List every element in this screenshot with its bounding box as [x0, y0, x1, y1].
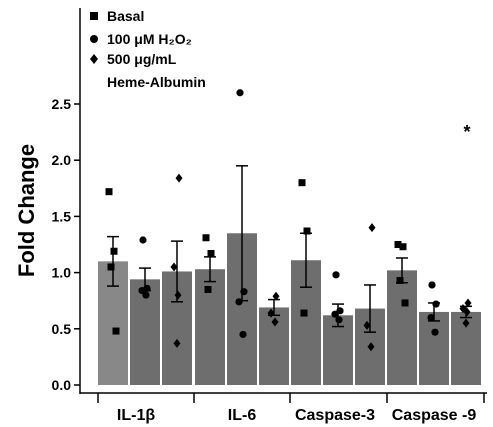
data-point-square	[112, 327, 120, 335]
legend: Basal 100 μM H₂O₂ 500 μg/mL Heme-Albumin	[90, 8, 206, 90]
legend-square-marker	[90, 12, 98, 20]
data-point-diamond	[272, 291, 280, 301]
data-point-circle	[431, 328, 439, 336]
data-point-square	[110, 247, 118, 255]
error-bars	[107, 165, 472, 333]
y-tick-label: 0.5	[52, 321, 72, 337]
data-point-circle	[428, 281, 436, 289]
data-point-square	[394, 241, 402, 248]
data-point-circle	[335, 316, 343, 324]
data-point-circle	[142, 291, 150, 299]
y-axis-label: Fold Change	[14, 144, 39, 277]
data-point-diamond	[170, 262, 178, 272]
legend-label: 500 μg/mL	[107, 51, 177, 67]
data-point-diamond	[368, 223, 376, 233]
x-axis	[80, 392, 487, 403]
data-point-square	[207, 249, 215, 257]
y-tick-label: 2.0	[52, 152, 72, 168]
data-point-square	[202, 234, 210, 242]
data-point-square	[298, 179, 306, 187]
data-point-circle	[332, 271, 340, 279]
y-tick-label: 2.5	[52, 96, 72, 112]
data-point-square	[107, 263, 115, 271]
data-point-square	[204, 285, 212, 293]
data-point-square	[399, 243, 407, 251]
y-axis: 0.0 0.5 1.0 1.5 2.0 2.5	[52, 8, 81, 394]
y-tick-label: 1.0	[52, 265, 72, 281]
x-category-label: Caspase -9	[392, 407, 477, 424]
annotations: *	[463, 122, 470, 142]
category-labels: IL-1β IL-6 Caspase-3 Caspase -9	[117, 407, 476, 424]
data-point-circle	[139, 236, 147, 244]
data-point-diamond	[175, 173, 183, 183]
data-point-diamond	[367, 342, 375, 352]
x-category-label: Caspase-3	[295, 407, 375, 424]
bar	[387, 270, 417, 385]
x-category-label: IL-1β	[117, 407, 155, 424]
legend-diamond-marker	[90, 54, 98, 64]
data-point-square	[401, 299, 409, 307]
data-point-square	[300, 309, 308, 317]
bar	[419, 311, 449, 385]
data-point-diamond	[271, 317, 279, 327]
significance-asterisk: *	[463, 122, 470, 142]
legend-label: 100 μM H₂O₂	[107, 31, 192, 47]
data-point-square	[303, 227, 311, 235]
legend-label: Basal	[107, 8, 144, 24]
data-point-square	[105, 188, 113, 196]
data-point-circle	[239, 330, 247, 339]
y-tick-label: 1.5	[52, 208, 72, 224]
data-point-diamond	[363, 320, 371, 330]
data-point-circle	[236, 89, 244, 97]
data-point-circle	[427, 313, 435, 322]
data-point-diamond	[464, 298, 472, 308]
data-point-diamond	[462, 318, 470, 328]
data-point-square	[396, 276, 404, 284]
bars	[98, 233, 481, 385]
legend-circle-marker	[90, 35, 98, 43]
data-point-circle	[331, 310, 339, 318]
y-tick-label: 0.0	[52, 377, 72, 393]
data-point-diamond	[173, 338, 181, 348]
legend-label: Heme-Albumin	[107, 74, 206, 90]
x-category-label: IL-6	[228, 407, 257, 424]
